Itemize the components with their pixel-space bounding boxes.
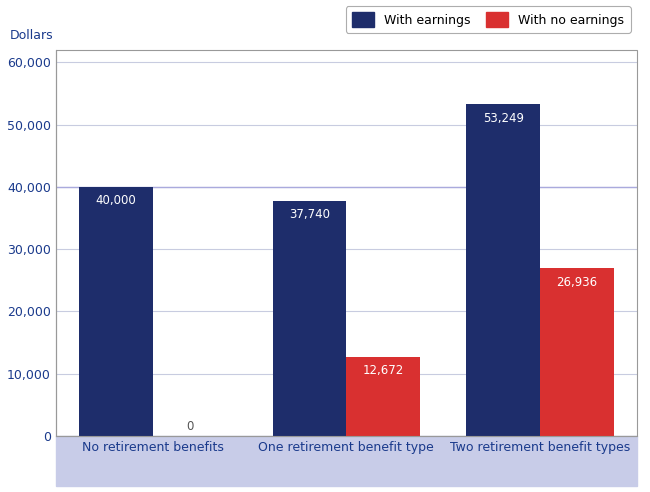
Text: 0: 0: [186, 420, 193, 433]
Text: 53,249: 53,249: [483, 112, 524, 125]
Legend: With earnings, With no earnings: With earnings, With no earnings: [346, 6, 630, 33]
Bar: [56, 50, 637, 436]
Text: 40,000: 40,000: [96, 194, 136, 207]
Bar: [540, 268, 614, 436]
Bar: [467, 104, 540, 436]
Bar: [79, 187, 153, 436]
Text: 26,936: 26,936: [556, 276, 597, 289]
Bar: [56, 436, 637, 486]
Text: 12,672: 12,672: [363, 365, 404, 377]
Text: Dollars: Dollars: [9, 29, 53, 42]
Text: 37,740: 37,740: [289, 209, 330, 221]
Bar: [346, 357, 420, 436]
Bar: [273, 201, 346, 436]
